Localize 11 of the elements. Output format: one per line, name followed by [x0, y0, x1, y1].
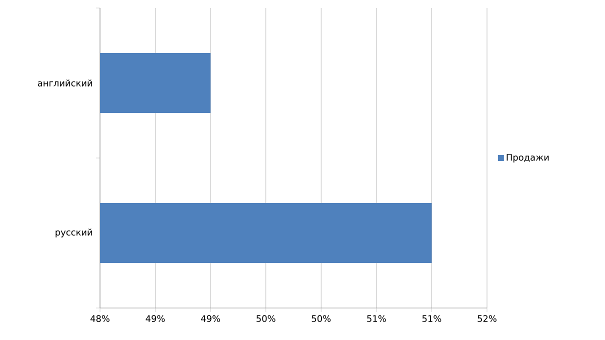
x-tick-label: 50% [312, 315, 331, 322]
x-tick-label: 50% [256, 315, 276, 322]
x-tick-label: 51% [422, 315, 442, 322]
x-tick-label: 51% [367, 315, 386, 322]
y-tick-label: русский [56, 228, 92, 238]
legend-label: Продажи [506, 154, 549, 162]
x-tick-label: 52% [478, 315, 496, 322]
x-tick-label: 48% [90, 315, 110, 322]
x-tick-label: 49% [201, 315, 220, 322]
y-tick-label: английский [38, 80, 92, 86]
x-tick-label: 49% [146, 315, 165, 322]
